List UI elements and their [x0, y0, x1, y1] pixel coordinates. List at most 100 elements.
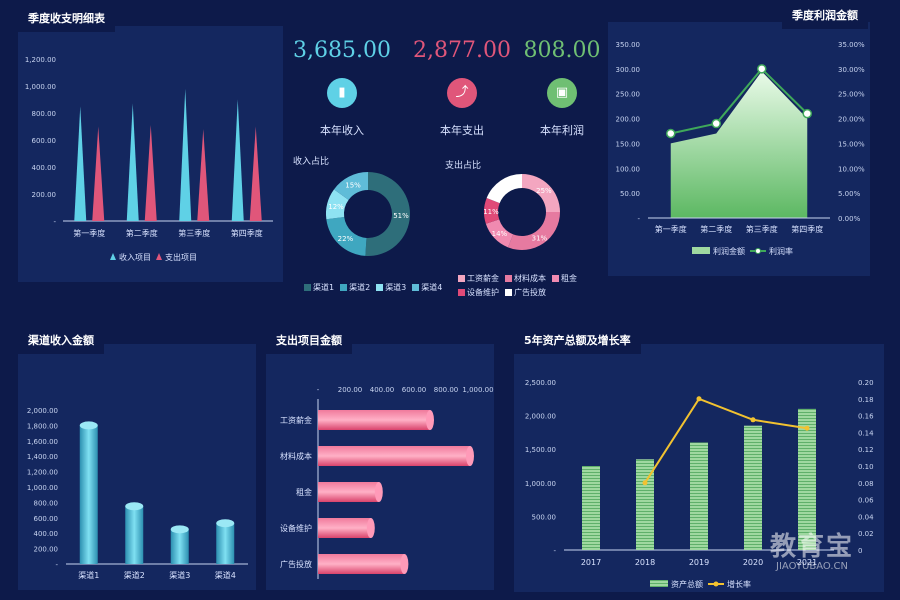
legend-swatch [376, 284, 384, 291]
legend-swatch [505, 289, 512, 296]
y-tick-label: 设备维护 [280, 523, 312, 533]
legend-swatch [412, 284, 420, 291]
legend-label: 渠道4 [421, 283, 443, 292]
y2-tick-label: 0.14 [858, 429, 874, 437]
profit-rate-line [670, 67, 808, 135]
profit-chart: - 50.00 100.00 150.00 200.00 250.00 300.00 350.… [616, 41, 866, 256]
legend-label: 工资薪金 [467, 274, 499, 283]
y-tick-label: 300.00 [616, 66, 641, 74]
legend-marker [755, 248, 761, 254]
y-tick-label: 2,500.00 [525, 379, 556, 387]
y-tick-label: 1,000.00 [25, 83, 56, 91]
legend-label: 材料成本 [514, 274, 546, 283]
legend-label: 收入项目 [119, 252, 151, 262]
expense-share-title: 支出占比 [445, 161, 482, 171]
expense-item-bar [318, 554, 405, 574]
assets-bar [690, 442, 708, 550]
expense-bar [197, 129, 210, 221]
legend-label: 渠道3 [385, 283, 407, 292]
kpi-label: 本年利润 [540, 124, 584, 137]
y-tick-label: 400.00 [34, 530, 59, 538]
growth-point [804, 425, 810, 431]
legend-marker [110, 253, 116, 260]
assets-bar [744, 425, 762, 550]
y-tick-label: - [553, 547, 556, 555]
expense-item-bar-cap [400, 554, 409, 574]
income-share-title: 收入占比 [293, 157, 330, 167]
y-tick-label: 1,200.00 [27, 469, 58, 477]
y-tick-label: 1,000.00 [525, 480, 556, 488]
kpi-value: 808.00 [523, 38, 601, 63]
legend-swatch [458, 275, 465, 282]
income-bar [179, 88, 192, 221]
y-tick-label: 2,000.00 [27, 407, 58, 415]
assets-bar [798, 408, 816, 550]
channel-bar [79, 425, 98, 564]
y-tick-label: 2,000.00 [525, 413, 556, 421]
channel-bar-top [170, 525, 189, 534]
legend-label: 资产总额 [671, 579, 703, 589]
donut-slice [484, 198, 500, 224]
channel-bar [170, 529, 189, 564]
expense-bar [92, 126, 105, 221]
quarterly-chart: - 200.00 400.00 600.00 800.00 1,000.00 1,200.0… [25, 56, 273, 262]
y-tick-label: 600.00 [34, 515, 59, 523]
channel-bar-top [125, 502, 144, 511]
y2-tick-label: 0.04 [858, 513, 874, 521]
profit-rate-point [666, 128, 676, 139]
legend-label: 租金 [561, 274, 577, 283]
y-tick-label: 150.00 [616, 140, 641, 148]
x-tick-label: 第四季度 [791, 224, 823, 234]
income-bar [74, 106, 87, 221]
donut-slice [326, 217, 367, 256]
channel-chart: - 200.00 400.00 600.00 800.00 1,000.00 1,200.0… [27, 407, 248, 580]
x-tick-label: 渠道4 [215, 570, 236, 580]
channel-bar [216, 523, 235, 564]
legend-label: 渠道1 [313, 283, 335, 292]
bar-chart-icon: ▮ [327, 78, 357, 108]
legend-label: 设备维护 [467, 288, 499, 297]
expense-item-bar-cap [426, 410, 434, 430]
slice-label: 25% [536, 187, 552, 195]
x-tick-label: 2019 [689, 558, 709, 567]
y-tick-label: 租金 [296, 487, 312, 497]
expense-bar [144, 125, 157, 221]
y2-tick-label: 0.16 [858, 413, 874, 421]
y-tick-label: 1,500.00 [525, 446, 556, 454]
expense-item-bar-cap [466, 446, 474, 466]
y-tick-label: - [637, 215, 640, 223]
profit-title: 季度利润金额 [782, 3, 868, 29]
y2-tick-label: 25.00% [838, 91, 865, 99]
y2-tick-label: 0.20 [858, 379, 874, 387]
channel-bar-top [216, 519, 235, 528]
y2-tick-label: 15.00% [838, 140, 865, 148]
expense-item-bar [318, 518, 371, 538]
y-tick-label: 广告投放 [280, 559, 312, 569]
y-tick-label: 1,000.00 [27, 484, 58, 492]
slice-label: 14% [492, 230, 508, 238]
x-tick-label: 第三季度 [178, 228, 210, 238]
profit-rate-point [711, 118, 721, 129]
assets-bar [636, 459, 654, 550]
y2-tick-label: 0.06 [858, 497, 874, 505]
y2-tick-label: 35.00% [838, 41, 865, 49]
kpi-value: 2,877.00 [413, 38, 511, 63]
kpi-label: 本年收入 [320, 124, 364, 137]
x-tick-label: 400.00 [370, 386, 395, 394]
growth-point [696, 396, 702, 402]
y-tick-label: 1,800.00 [27, 422, 58, 430]
kpi-label: 本年支出 [440, 124, 484, 137]
monitor-chart-icon: ▣ [547, 78, 577, 108]
income-bar [231, 99, 244, 221]
assets-bar [582, 466, 600, 550]
income-share-donut: 51% 22% 12% 15% [326, 172, 411, 256]
channel-bar [125, 506, 144, 564]
legend-marker [692, 247, 710, 254]
slice-label: 31% [532, 235, 548, 243]
legend-label: 广告投放 [514, 288, 546, 297]
legend-marker [156, 253, 162, 260]
expense-share-legend: 工资薪金 材料成本 租金设备维护 广告投放 [452, 272, 592, 300]
expense-items-title: 支出项目金额 [266, 328, 352, 354]
x-tick-label: - [317, 386, 320, 394]
slice-label: 12% [328, 203, 344, 211]
